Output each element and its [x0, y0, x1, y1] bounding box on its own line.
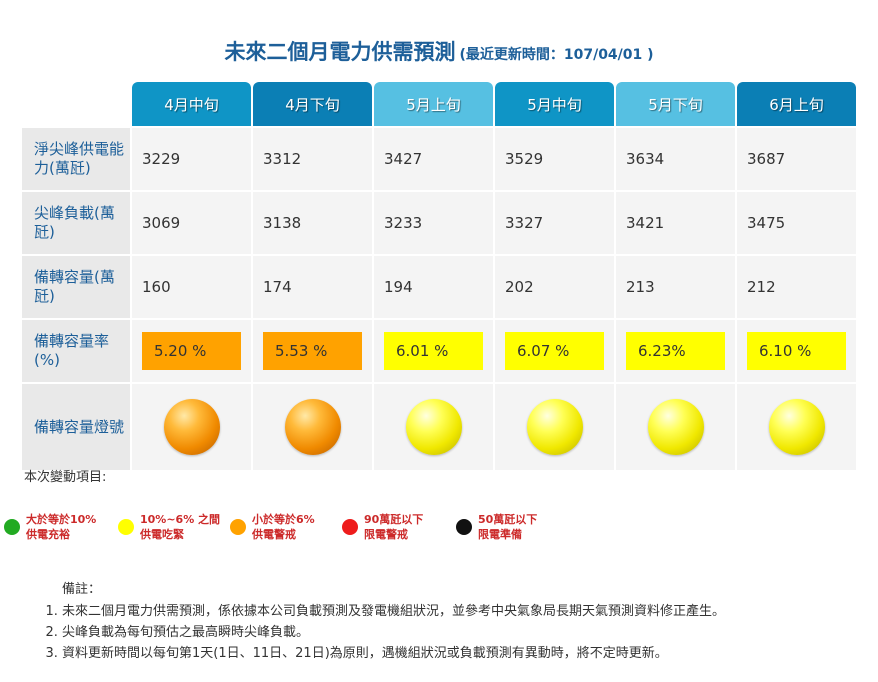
table-cell: 6.23% — [616, 320, 735, 382]
row-label-reserve: 備轉容量(萬瓩) — [22, 256, 130, 318]
legend-status: 供電吃緊 — [140, 528, 184, 541]
legend-item: 90萬瓩以下 限電警戒 — [342, 512, 423, 542]
column-header: 5月上旬 — [374, 82, 493, 126]
legend-item: 小於等於6% 供電警戒 — [230, 512, 315, 542]
notes-section: 備註： 未來二個月電力供需預測，係依據本公司負載預測及發電機組狀況，並參考中央氣… — [40, 578, 725, 664]
table-cell: 6.01 % — [374, 320, 493, 382]
table-cell — [495, 384, 614, 470]
table-cell: 6.07 % — [495, 320, 614, 382]
reserve-rate-box: 6.23% — [626, 332, 725, 370]
column-header: 5月下旬 — [616, 82, 735, 126]
list-item: 尖峰負載為每旬預估之最高瞬時尖峰負載。 — [62, 622, 725, 643]
lamp-legend: 大於等於10% 供電充裕 10%~6% 之間 供電吃緊 小於等於6% 供電警戒 90萬… — [0, 512, 878, 552]
list-item: 未來二個月電力供需預測，係依據本公司負載預測及發電機組狀況，並參考中央氣象局長期… — [62, 601, 725, 622]
column-header: 4月下旬 — [253, 82, 372, 126]
column-header: 4月中旬 — [132, 82, 251, 126]
page-title: 未來二個月電力供需預測 (最近更新時間：107/04/01 ) — [0, 36, 878, 66]
table-cell: 3229 — [132, 128, 251, 190]
notes-title: 備註： — [62, 582, 102, 597]
table-cell: 6.10 % — [737, 320, 856, 382]
legend-range: 小於等於6% — [252, 513, 315, 526]
title-main: 未來二個月電力供需預測 — [224, 40, 456, 64]
table-cell: 3421 — [616, 192, 735, 254]
reserve-rate-box: 6.07 % — [505, 332, 604, 370]
table-cell: 3427 — [374, 128, 493, 190]
legend-range: 10%~6% 之間 — [140, 513, 221, 526]
legend-range: 大於等於10% — [26, 513, 97, 526]
forecast-table: 4月中旬 4月下旬 5月上旬 5月中旬 5月下旬 6月上旬 淨尖峰供電能力(萬瓩… — [22, 82, 856, 470]
legend-status: 供電警戒 — [252, 528, 296, 541]
table-cell: 3138 — [253, 192, 372, 254]
status-lamp-icon — [405, 399, 462, 455]
legend-range: 50萬瓩以下 — [478, 513, 538, 526]
change-items-label: 本次變動項目: — [24, 470, 107, 485]
legend-range: 90萬瓩以下 — [364, 513, 424, 526]
column-header: 6月上旬 — [737, 82, 856, 126]
table-cell: 3475 — [737, 192, 856, 254]
reserve-rate-box: 6.10 % — [747, 332, 846, 370]
orange-dot-icon — [230, 519, 246, 535]
table-cell — [374, 384, 493, 470]
reserve-rate-box: 6.01 % — [384, 332, 483, 370]
table-cell — [616, 384, 735, 470]
red-dot-icon — [342, 519, 358, 535]
yellow-dot-icon — [118, 519, 134, 535]
row-label-reserve-rate: 備轉容量率(%) — [22, 320, 130, 382]
table-cell: 3634 — [616, 128, 735, 190]
table-cell: 174 — [253, 256, 372, 318]
notes-list: 未來二個月電力供需預測，係依據本公司負載預測及發電機組狀況，並參考中央氣象局長期… — [40, 601, 725, 664]
table-cell: 160 — [132, 256, 251, 318]
status-lamp-icon — [284, 399, 341, 455]
list-item: 資料更新時間以每旬第1天(1日、11日、21日)為原則，遇機組狀況或負載預測有異… — [62, 643, 725, 664]
row-label-lamp: 備轉容量燈號 — [22, 384, 130, 470]
green-dot-icon — [4, 519, 20, 535]
table-cell: 3312 — [253, 128, 372, 190]
status-lamp-icon — [647, 399, 704, 455]
title-subtitle: (最近更新時間：107/04/01 ) — [459, 47, 654, 63]
reserve-rate-box: 5.53 % — [263, 332, 362, 370]
legend-item: 50萬瓩以下 限電準備 — [456, 512, 537, 542]
table-cell: 202 — [495, 256, 614, 318]
table-cell — [737, 384, 856, 470]
row-label-peak-load: 尖峰負載(萬瓩) — [22, 192, 130, 254]
status-lamp-icon — [163, 399, 220, 455]
table-cell: 5.53 % — [253, 320, 372, 382]
legend-status: 限電準備 — [478, 528, 522, 541]
table-corner — [22, 82, 130, 126]
table-cell — [253, 384, 372, 470]
legend-item: 10%~6% 之間 供電吃緊 — [118, 512, 220, 542]
table-cell: 3529 — [495, 128, 614, 190]
black-dot-icon — [456, 519, 472, 535]
legend-status: 限電警戒 — [364, 528, 408, 541]
table-cell: 213 — [616, 256, 735, 318]
table-cell: 3069 — [132, 192, 251, 254]
table-cell: 5.20 % — [132, 320, 251, 382]
table-cell: 212 — [737, 256, 856, 318]
column-header: 5月中旬 — [495, 82, 614, 126]
table-cell: 3327 — [495, 192, 614, 254]
table-cell — [132, 384, 251, 470]
row-label-capacity: 淨尖峰供電能力(萬瓩) — [22, 128, 130, 190]
table-cell: 194 — [374, 256, 493, 318]
table-cell: 3687 — [737, 128, 856, 190]
status-lamp-icon — [768, 399, 825, 455]
status-lamp-icon — [526, 399, 583, 455]
reserve-rate-box: 5.20 % — [142, 332, 241, 370]
legend-status: 供電充裕 — [26, 528, 70, 541]
table-cell: 3233 — [374, 192, 493, 254]
legend-item: 大於等於10% 供電充裕 — [4, 512, 96, 542]
